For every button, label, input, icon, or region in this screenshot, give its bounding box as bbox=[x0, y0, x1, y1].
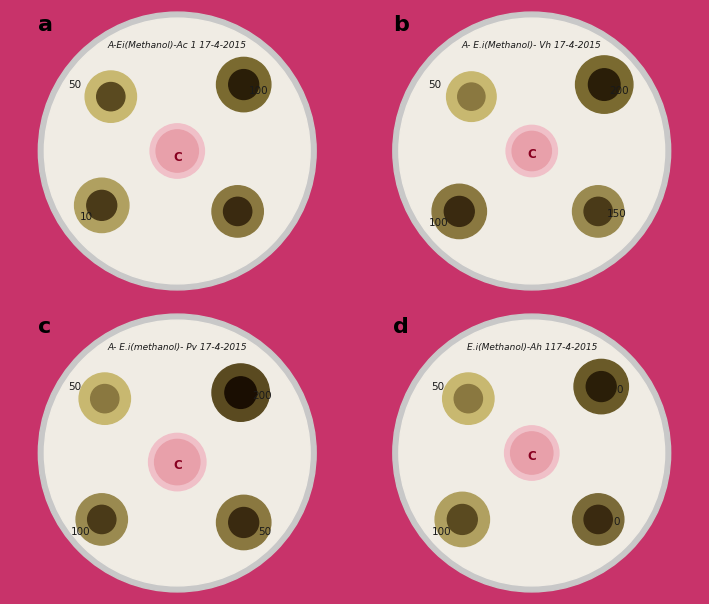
Circle shape bbox=[45, 18, 310, 284]
Text: 50: 50 bbox=[68, 80, 81, 89]
Circle shape bbox=[216, 57, 271, 112]
Text: 100: 100 bbox=[431, 527, 451, 536]
Circle shape bbox=[584, 198, 613, 225]
Circle shape bbox=[45, 320, 310, 586]
Circle shape bbox=[510, 432, 553, 474]
Text: E.i(Methanol)-Ah 117-4-2015: E.i(Methanol)-Ah 117-4-2015 bbox=[467, 343, 597, 352]
Text: A- E.i(Methanol)- Vh 17-4-2015: A- E.i(Methanol)- Vh 17-4-2015 bbox=[462, 41, 602, 50]
Text: C: C bbox=[527, 147, 536, 161]
Circle shape bbox=[442, 373, 494, 424]
Text: 50: 50 bbox=[432, 382, 445, 391]
Circle shape bbox=[573, 494, 624, 545]
Circle shape bbox=[85, 71, 136, 122]
Circle shape bbox=[454, 385, 482, 413]
Circle shape bbox=[447, 72, 496, 121]
Circle shape bbox=[584, 506, 613, 533]
Circle shape bbox=[96, 83, 125, 111]
Text: 100: 100 bbox=[71, 527, 91, 536]
Circle shape bbox=[393, 314, 671, 592]
Circle shape bbox=[399, 18, 664, 284]
Circle shape bbox=[229, 69, 259, 100]
Circle shape bbox=[91, 385, 119, 413]
Text: 200: 200 bbox=[610, 86, 629, 95]
Text: 50: 50 bbox=[428, 80, 442, 89]
Circle shape bbox=[506, 126, 557, 177]
Circle shape bbox=[38, 12, 316, 290]
Circle shape bbox=[458, 83, 485, 111]
Circle shape bbox=[445, 196, 474, 226]
Text: 0: 0 bbox=[616, 385, 623, 394]
Text: A-Ei(Methanol)-Ac 1 17-4-2015: A-Ei(Methanol)-Ac 1 17-4-2015 bbox=[108, 41, 247, 50]
Circle shape bbox=[216, 495, 271, 550]
Circle shape bbox=[150, 124, 204, 178]
Circle shape bbox=[447, 504, 477, 535]
Circle shape bbox=[79, 373, 130, 424]
Circle shape bbox=[399, 320, 664, 586]
Circle shape bbox=[586, 371, 616, 402]
Circle shape bbox=[156, 130, 199, 172]
Circle shape bbox=[225, 377, 257, 408]
Circle shape bbox=[86, 190, 117, 220]
Circle shape bbox=[223, 198, 252, 225]
Text: 200: 200 bbox=[252, 391, 272, 400]
Text: 10: 10 bbox=[80, 213, 93, 222]
Text: C: C bbox=[527, 449, 536, 463]
Circle shape bbox=[573, 185, 624, 237]
Circle shape bbox=[212, 185, 263, 237]
Circle shape bbox=[588, 69, 620, 100]
Text: C: C bbox=[173, 150, 182, 164]
Circle shape bbox=[512, 132, 552, 171]
Circle shape bbox=[155, 440, 200, 484]
Text: 50: 50 bbox=[68, 382, 81, 391]
Circle shape bbox=[149, 434, 206, 490]
Circle shape bbox=[432, 184, 486, 239]
Text: 100: 100 bbox=[249, 86, 269, 95]
Text: A- E.i(methanol)- Pv 17-4-2015: A- E.i(methanol)- Pv 17-4-2015 bbox=[108, 343, 247, 352]
Circle shape bbox=[505, 426, 559, 480]
Text: d: d bbox=[393, 317, 408, 337]
Circle shape bbox=[229, 507, 259, 538]
Circle shape bbox=[88, 506, 116, 533]
Circle shape bbox=[76, 494, 128, 545]
Text: 50: 50 bbox=[258, 527, 272, 536]
Text: 0: 0 bbox=[613, 518, 620, 527]
Text: C: C bbox=[173, 458, 182, 472]
Text: b: b bbox=[393, 15, 408, 35]
Text: a: a bbox=[38, 15, 53, 35]
Circle shape bbox=[435, 492, 489, 547]
Text: c: c bbox=[38, 317, 52, 337]
Circle shape bbox=[74, 178, 129, 233]
Circle shape bbox=[574, 359, 628, 414]
Circle shape bbox=[576, 56, 633, 113]
Circle shape bbox=[212, 364, 269, 422]
Text: 150: 150 bbox=[606, 210, 626, 219]
Circle shape bbox=[38, 314, 316, 592]
Text: 100: 100 bbox=[428, 219, 448, 228]
Circle shape bbox=[393, 12, 671, 290]
